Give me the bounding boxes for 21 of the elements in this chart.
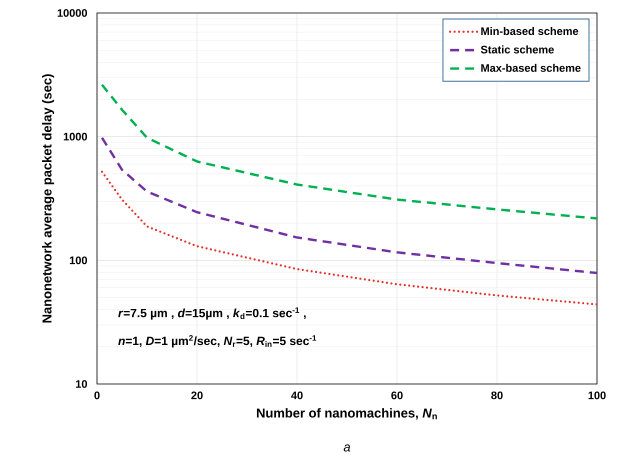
text: n=1, D=1 µm$^{2}$/sec, N$_{r}$=5, R$_{in}$=5 sec$^{-1}$ [118, 335, 316, 348]
legend-label: Max-based scheme [481, 64, 581, 72]
x-tick-label: 100 [588, 392, 606, 400]
legend-label: Static scheme [480, 45, 554, 54]
y-tick-label: 1000 [64, 132, 88, 141]
x-tick-label: 60 [391, 392, 403, 400]
legend-label: Min-based scheme [481, 27, 578, 36]
line-series [100, 84, 598, 220]
y-tick-label: 10000 [58, 9, 88, 17]
x-tick-label: 0 [94, 392, 100, 400]
x-tick-label: 40 [291, 392, 303, 400]
x-tick-label: 20 [191, 392, 203, 400]
x-tick-label: 80 [491, 392, 503, 400]
text: a [344, 444, 350, 452]
y-tick-label: 100 [70, 256, 88, 264]
line-series [100, 170, 598, 306]
y-tick-label: 10 [76, 380, 88, 388]
y-axis-title: Nanonetwork average packet delay (sec) [42, 74, 54, 323]
line-series [100, 136, 598, 274]
x-axis-title: Number of nanomachines, N$_{n}$ [256, 408, 437, 420]
text: r=7.5 µm , d=15µm , k$_{d}$=0.1 sec$^{-1}$ , [118, 307, 306, 320]
